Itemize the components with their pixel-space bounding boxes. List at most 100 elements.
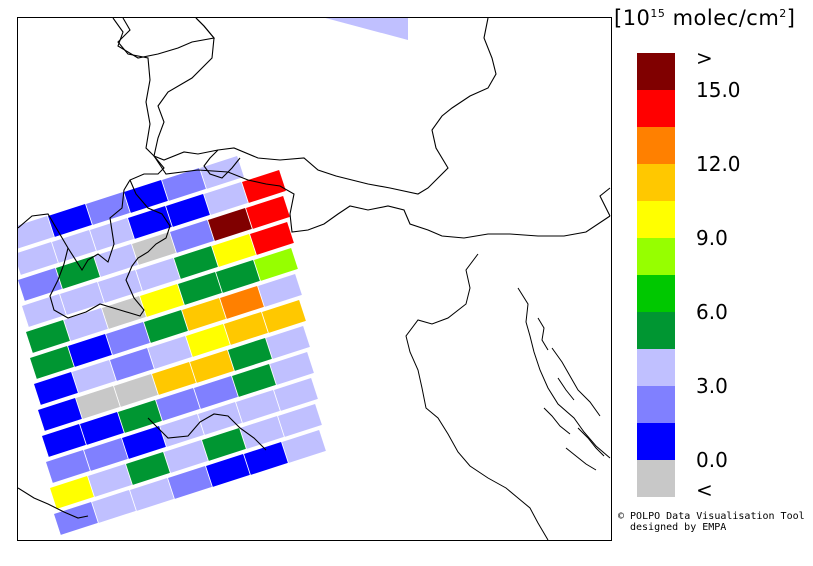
swath-pixel [274, 377, 318, 411]
swath-pixel [156, 387, 200, 421]
swath-pixel [174, 245, 218, 279]
swath-pixel [98, 269, 142, 303]
swath-pixel [147, 335, 192, 369]
swath-pixel [178, 271, 222, 305]
legend-tick-label: 6.0 [696, 300, 728, 324]
swath-pixel [18, 215, 54, 249]
swath-pixel [212, 233, 256, 267]
swath-pixel [129, 477, 174, 511]
map-area[interactable] [17, 17, 612, 541]
swath-pixel [185, 323, 230, 357]
legend-tick-label: 9.0 [696, 226, 728, 250]
legend-tick-label: > [696, 46, 713, 70]
coastline [405, 253, 611, 540]
credit-line-2: designed by EMPA [630, 522, 727, 533]
swath-pixel [122, 425, 166, 459]
legend-swatch [637, 423, 675, 460]
swath-pixel [53, 501, 98, 535]
satellite-pixel-swath [18, 18, 408, 535]
swath-pixel [92, 489, 136, 523]
legend-tick-label: 3.0 [696, 374, 728, 398]
swath-pixel [21, 293, 66, 327]
swath-pixel [215, 259, 260, 293]
swath-pixel [242, 169, 286, 203]
legend-swatch [637, 238, 675, 275]
country-borders [18, 18, 611, 519]
swath-pixel [34, 371, 78, 405]
swath-pixel [325, 18, 408, 40]
swath-pixel [231, 363, 276, 397]
unit-suffix: molec/cm [665, 6, 780, 30]
swath-pixel [228, 337, 272, 371]
map-canvas [18, 18, 611, 540]
swath-pixel [139, 283, 184, 317]
legend-swatch [637, 275, 675, 312]
swath-pixel [76, 385, 120, 419]
swath-pixel [198, 401, 242, 435]
swath-pixel [94, 243, 138, 277]
swath-pixel [270, 351, 314, 385]
swath-pixel [166, 193, 210, 227]
legend-swatch [637, 201, 675, 238]
swath-pixel [72, 359, 116, 393]
swath-pixel [18, 267, 62, 301]
swath-pixel [208, 207, 252, 241]
legend-swatch [637, 127, 675, 164]
swath-pixel [131, 231, 176, 265]
swath-pixel [236, 389, 280, 423]
swath-pixel [80, 411, 124, 445]
legend-swatch [637, 349, 675, 386]
swath-pixel [49, 475, 94, 509]
swath-pixel [170, 219, 214, 253]
unit-exponent: 15 [650, 7, 666, 20]
swath-pixel [52, 229, 96, 263]
swath-pixel [245, 195, 290, 229]
swath-pixel [18, 241, 58, 275]
unit-close: ] [786, 6, 796, 30]
swath-pixel [45, 449, 90, 483]
swath-pixel [253, 247, 298, 281]
swath-pixel [136, 257, 180, 291]
swath-pixel [42, 423, 86, 457]
unit-prefix: [10 [614, 6, 651, 30]
legend-tick-label: 15.0 [696, 78, 741, 102]
swath-pixel [90, 217, 134, 251]
legend-tick-label: < [696, 478, 713, 502]
legend-swatch [637, 164, 675, 201]
swath-pixel [182, 297, 226, 331]
swath-pixel [278, 403, 322, 437]
swath-pixel [124, 179, 168, 213]
swath-pixel [168, 465, 212, 499]
swath-pixel [152, 361, 196, 395]
legend-swatch [637, 386, 675, 423]
legend-unit-label: [1015 molec/cm2] [614, 6, 795, 30]
swath-pixel [250, 221, 294, 255]
swath-pixel [244, 441, 288, 475]
swath-pixel [282, 429, 326, 463]
swath-pixel [117, 399, 162, 433]
swath-pixel [220, 285, 264, 319]
swath-pixel [164, 439, 208, 473]
swath-pixel [125, 451, 170, 485]
unit-square: 2 [779, 7, 787, 20]
swath-pixel [224, 311, 268, 345]
swath-pixel [109, 347, 154, 381]
swath-pixel [262, 299, 306, 333]
swath-pixel [38, 397, 82, 431]
color-legend [637, 53, 675, 497]
swath-pixel [128, 205, 172, 239]
swath-pixel [190, 349, 234, 383]
swath-pixel [64, 307, 108, 341]
swath-pixel [144, 309, 188, 343]
swath-pixel [201, 427, 246, 461]
swath-pixel [205, 453, 250, 487]
swath-pixel [106, 321, 150, 355]
swath-pixel [266, 325, 310, 359]
swath-pixel [239, 415, 284, 449]
credit-line-1: © POLPO Data Visualisation Tool [618, 511, 805, 522]
swath-pixel [83, 437, 128, 471]
swath-pixel [114, 373, 158, 407]
swath-pixel [29, 345, 74, 379]
swath-pixel [56, 255, 100, 289]
legend-tick-label: 12.0 [696, 152, 741, 176]
